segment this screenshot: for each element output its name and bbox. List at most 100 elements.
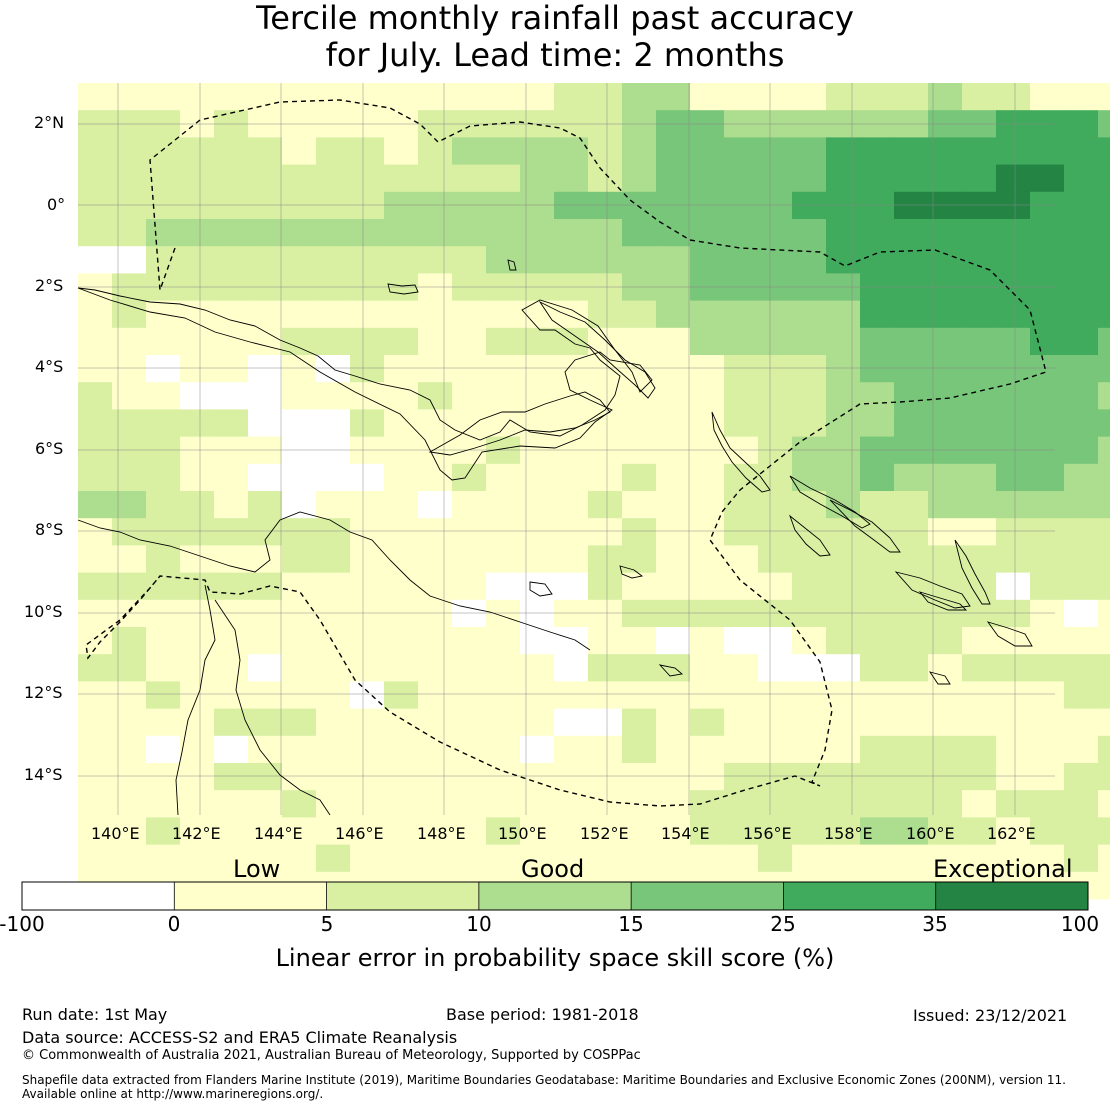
skill-cell	[656, 817, 691, 846]
skill-cell	[384, 219, 419, 247]
skill-cell	[622, 599, 657, 628]
skill-cell	[146, 654, 181, 682]
lihir-coast	[507, 259, 517, 271]
woodlark-coast	[658, 664, 684, 677]
skill-cell	[350, 518, 385, 546]
skill-cell	[894, 382, 929, 410]
skill-cell	[758, 191, 793, 220]
skill-cell	[826, 83, 861, 111]
skill-cell	[792, 355, 827, 383]
skill-cell	[690, 83, 725, 111]
skill-cell	[248, 219, 283, 247]
skill-cell	[248, 708, 283, 737]
skill-cell	[350, 545, 385, 574]
skill-cell	[1064, 790, 1099, 818]
new-guinea-coast	[77, 287, 653, 481]
skill-cell	[724, 327, 759, 356]
skill-cell	[350, 463, 385, 492]
colorbar-segment	[935, 882, 1089, 910]
chart-title-line2: for July. Lead time: 2 months	[325, 36, 785, 74]
skill-cell	[486, 191, 521, 220]
skill-cell	[554, 627, 589, 655]
skill-cell	[248, 409, 283, 438]
colorbar-segment	[326, 882, 480, 910]
skill-cell	[452, 817, 487, 846]
skill-cell	[486, 844, 521, 873]
skill-cell	[180, 572, 215, 601]
skill-cell	[418, 763, 453, 791]
skill-cell	[656, 355, 691, 383]
skill-cell	[384, 817, 419, 846]
skill-cell	[248, 790, 283, 818]
skill-cell	[758, 491, 793, 519]
skill-cell	[282, 137, 317, 166]
skill-cell	[214, 708, 249, 737]
skill-cell	[112, 681, 147, 710]
skill-cell	[486, 355, 521, 383]
skill-cell	[860, 382, 895, 410]
skill-cell	[486, 518, 521, 546]
skill-cell	[1064, 491, 1099, 519]
skill-cell	[214, 191, 249, 220]
skill-cell	[588, 246, 623, 274]
lon-label-142e: 142°E	[172, 824, 221, 843]
skill-cell	[554, 164, 589, 193]
skill-cell	[180, 844, 215, 873]
skill-cell	[588, 681, 623, 710]
skill-cell	[894, 409, 929, 438]
skill-cell	[554, 817, 589, 846]
skill-cell	[1098, 83, 1110, 111]
skill-cell	[112, 137, 147, 166]
skill-cell	[180, 681, 215, 710]
skill-cell	[1064, 300, 1099, 329]
skill-cell	[112, 246, 147, 274]
skill-cell	[792, 599, 827, 628]
skill-cell	[452, 491, 487, 519]
skill-cell	[78, 518, 113, 546]
skill-cell	[1064, 463, 1099, 492]
skill-cell	[962, 790, 997, 818]
skill-cell	[894, 790, 929, 818]
skill-cell	[112, 436, 147, 465]
skill-cell	[860, 137, 895, 166]
skill-cell	[724, 463, 759, 492]
cb-tick-35: 35	[922, 912, 948, 936]
skill-cell	[928, 246, 963, 274]
skill-cell	[1098, 763, 1110, 791]
skill-cell	[554, 844, 589, 873]
skill-cell	[384, 246, 419, 274]
skill-cell	[452, 518, 487, 546]
skill-cell	[78, 382, 113, 410]
skill-cell	[690, 491, 725, 519]
skill-cell	[316, 191, 351, 220]
skill-cell	[792, 382, 827, 410]
skill-cell	[418, 518, 453, 546]
skill-cell	[350, 137, 385, 166]
skill-cell	[418, 491, 453, 519]
lat-label-4s: 4°S	[35, 357, 64, 376]
skill-cell	[1098, 627, 1110, 655]
skill-cell	[316, 763, 351, 791]
skill-cell	[622, 83, 657, 111]
eez-boundary	[85, 99, 1047, 807]
skill-cell	[282, 246, 317, 274]
skill-cell	[724, 518, 759, 546]
skill-cell	[1064, 327, 1099, 356]
skill-cell	[78, 409, 113, 438]
skill-cell	[758, 518, 793, 546]
skill-cell	[282, 735, 317, 764]
skill-cell	[962, 246, 997, 274]
skill-cell	[282, 382, 317, 410]
solomons-guadalcanal-coast	[894, 571, 971, 609]
skill-cell	[146, 436, 181, 465]
data-source: Data source: ACCESS-S2 and ERA5 Climate …	[22, 1028, 458, 1047]
skill-cell	[588, 436, 623, 465]
skill-cell	[928, 844, 963, 873]
skill-cell	[928, 463, 963, 492]
skill-cell	[282, 518, 317, 546]
skill-cell	[452, 355, 487, 383]
skill-cell	[860, 463, 895, 492]
skill-cell	[894, 817, 929, 846]
lon-label-146e: 146°E	[335, 824, 384, 843]
skill-cell	[350, 627, 385, 655]
